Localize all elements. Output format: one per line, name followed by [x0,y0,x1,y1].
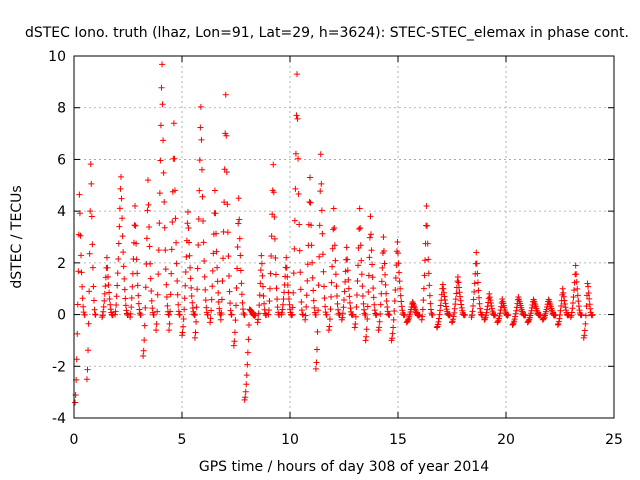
x-tick-label: 0 [70,432,79,448]
data-arc-markers [375,234,393,334]
y-tick-label: 10 [48,49,66,65]
y-axis-label: dSTEC / TECUs [9,185,25,288]
data-arc-markers [230,195,248,349]
y-tick-label: 6 [57,152,66,168]
data-arc-markers [554,285,572,328]
data-series [72,61,596,406]
data-arc-markers [433,281,453,331]
data-arc-markers [289,71,306,318]
data-arc-markers [254,252,270,326]
x-tick-label: 10 [281,432,299,448]
data-arc-markers [191,103,211,341]
data-arc-markers [325,205,343,334]
x-tick-label: 25 [605,432,623,448]
data-arc-markers [539,296,559,323]
data-arc-markers [140,177,157,359]
data-arc-markers [99,254,116,321]
data-arc-markers [403,298,423,326]
data-arc-markers [362,213,380,344]
data-arc-markers [580,280,596,341]
x-tick-label: 5 [178,432,187,448]
data-arc-markers [112,173,131,318]
data-arc-markers [388,238,408,344]
data-arc-markers [509,293,529,328]
plot-frame [73,55,615,419]
y-tick-label: 0 [57,308,66,324]
data-arc-markers [241,306,259,403]
data-arc-markers [83,161,99,383]
y-tick-label: 2 [57,256,66,272]
data-arc-markers [265,161,283,318]
x-axis-label: GPS time / hours of day 308 of year 2014 [199,459,489,475]
data-arc-markers [351,205,369,331]
data-arc-markers [481,290,499,323]
x-tick-label: 20 [497,432,515,448]
data-arc-markers [418,202,436,323]
data-arc-markers [338,244,356,323]
y-tick-label: -4 [52,411,66,427]
y-tick-label: 8 [57,101,66,117]
data-arc-markers [468,249,486,321]
data-arc-markers [217,91,235,323]
y-axis-tick-labels: -4 -2 0 2 4 6 8 10 [48,49,66,427]
data-arc-markers [166,120,183,334]
y-tick-label: -2 [52,359,66,375]
data-arc-markers [72,191,88,406]
x-axis-tick-labels: 0 5 10 15 20 25 [70,432,623,448]
grid-lines [74,56,614,418]
data-arc-markers [524,296,544,326]
data-arc-markers [312,151,330,372]
data-arc-markers [127,202,144,321]
data-arc-markers [494,296,512,326]
data-arc-markers [449,273,468,326]
data-arc-markers [302,174,319,323]
x-tick-label: 15 [389,432,407,448]
y-tick-label: 4 [57,204,66,220]
data-arc-markers [567,262,585,321]
data-arc-markers [179,208,198,339]
chart-title: dSTEC Iono. truth (lhaz, Lon=91, Lat=29,… [25,25,629,41]
